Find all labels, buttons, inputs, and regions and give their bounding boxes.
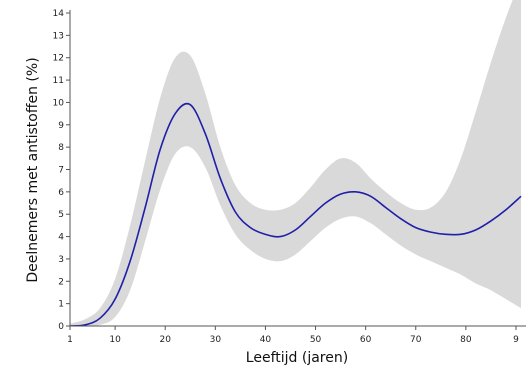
x-tick-label: 80 (460, 335, 472, 345)
y-tick-label: 0 (58, 322, 64, 332)
x-tick-label: 1 (67, 335, 73, 345)
y-tick-label: 10 (53, 98, 65, 108)
y-tick-label: 6 (58, 188, 64, 198)
y-tick-label: 1 (58, 300, 64, 310)
y-tick-label: 13 (53, 31, 64, 41)
y-tick-label: 8 (58, 143, 64, 153)
y-tick-label: 12 (53, 54, 64, 64)
x-tick-label: 9 (513, 335, 519, 345)
x-tick-label: 10 (109, 335, 121, 345)
x-tick-label: 60 (360, 335, 372, 345)
x-tick-label: 40 (260, 335, 272, 345)
y-tick-label: 7 (58, 166, 64, 176)
y-tick-label: 11 (53, 76, 64, 86)
x-tick-label: 70 (410, 335, 422, 345)
y-tick-label: 14 (53, 9, 65, 19)
x-tick-label: 20 (159, 335, 171, 345)
y-tick-label: 5 (58, 210, 64, 220)
y-axis-title: Deelnemers met antistoffen (%) (25, 57, 41, 282)
y-tick-label: 3 (58, 255, 64, 265)
x-axis-title: Leeftijd (jaren) (246, 350, 348, 366)
x-tick-label: 30 (210, 335, 222, 345)
confidence-band (70, 0, 521, 326)
series-line (70, 102, 522, 326)
y-tick-label: 2 (58, 277, 64, 287)
y-tick-label: 9 (58, 121, 64, 131)
x-tick-label: 50 (310, 335, 322, 345)
y-tick-label: 4 (58, 233, 64, 243)
